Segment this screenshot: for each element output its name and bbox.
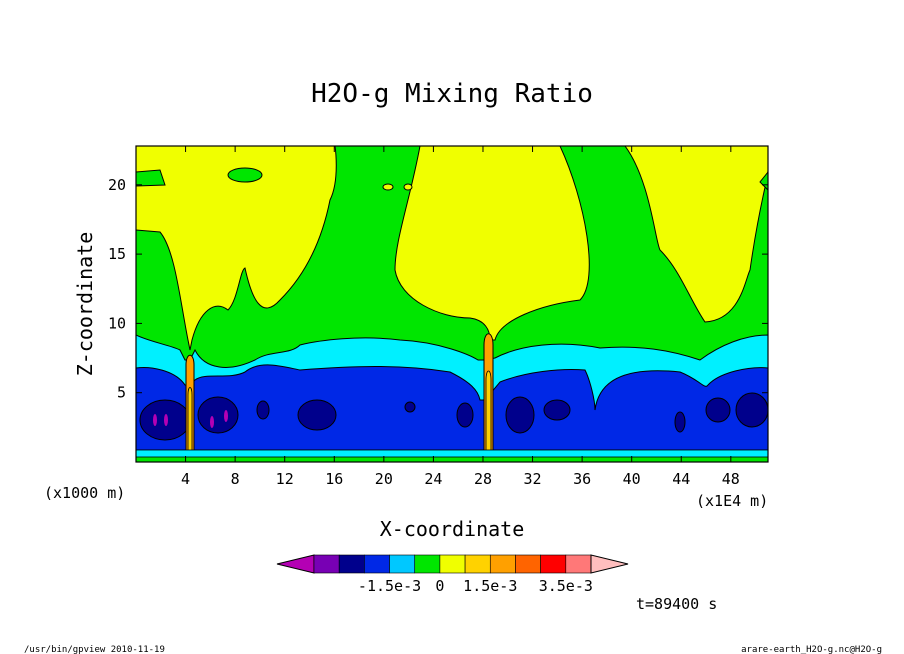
x-tick-label: 44 [672, 470, 690, 488]
colorbar-swatch [540, 554, 567, 574]
field-navy-blob-2 [197, 396, 239, 434]
colorbar-swatch [338, 554, 365, 574]
colorbar-swatch [389, 554, 416, 574]
y-axis-label: Z-coordinate [73, 232, 97, 377]
y-tick-label: 20 [108, 176, 126, 194]
field-green-patch-left [136, 169, 166, 187]
field-magenta-spot-4 [224, 410, 228, 422]
colorbar-swatch [565, 554, 592, 574]
field-navy-blob-6 [456, 402, 474, 428]
colorbar-swatch [515, 554, 541, 574]
field-magenta-spot-2 [164, 414, 168, 426]
field-navy-blob-3 [256, 400, 270, 420]
y-unit-label: (x1000 m) [44, 484, 125, 502]
colorbar-swatch [414, 554, 441, 574]
y-tick-label: 15 [108, 245, 126, 263]
colorbar-swatch [489, 554, 516, 574]
colorbar-tick-label: 3.5e-3 [539, 577, 593, 595]
x-tick-label: 24 [424, 470, 442, 488]
field-magenta-spot-1 [153, 414, 157, 426]
field-navy-blob-5 [404, 401, 416, 413]
field-plume-right-core [485, 370, 492, 462]
colorbar-swatch [439, 554, 466, 574]
x-unit-label: (x1E4 m) [696, 492, 768, 510]
x-axis: 4 8 12 16 20 24 28 32 36 40 44 48 [181, 146, 740, 488]
colorbar-tick-label: 0 [435, 577, 444, 595]
x-tick-label: 36 [573, 470, 591, 488]
field-navy-blob-4 [297, 399, 337, 431]
colorbar-swatch [313, 554, 340, 574]
field-blue-region [136, 364, 768, 451]
field-yellow-spot-2 [403, 183, 413, 191]
x-tick-label: 28 [474, 470, 492, 488]
field-green-band [136, 456, 768, 462]
footer-right: arare-earth_H2O-g.nc@H2O-g [741, 645, 882, 654]
colorbar: -1.5e-3 0 1.5e-3 3.5e-3 [276, 554, 629, 595]
plot-frame [135, 145, 769, 463]
field-magenta-spot-3 [210, 416, 214, 428]
time-label: t=89400 s [636, 595, 717, 613]
y-tick-label: 5 [117, 384, 126, 402]
y-axis: 5 10 15 20 [108, 176, 768, 402]
field-navy-blob-9 [674, 411, 686, 433]
x-tick-label: 32 [524, 470, 542, 488]
field-yellow-spot-1 [382, 183, 394, 191]
colorbar-swatch [364, 554, 390, 574]
colorbar-min-triangle [276, 554, 315, 574]
field-navy-blob-10 [705, 397, 731, 423]
field-navy-blob-8 [543, 399, 571, 421]
x-tick-label: 20 [375, 470, 393, 488]
colorbar-max-triangle [590, 554, 629, 574]
x-tick-label: 48 [722, 470, 740, 488]
field-green-patch-top [227, 167, 263, 183]
x-axis-label: X-coordinate [380, 517, 525, 541]
x-tick-label: 16 [325, 470, 343, 488]
x-tick-label: 12 [276, 470, 294, 488]
field-navy-blob-11 [735, 392, 768, 428]
x-tick-label: 40 [623, 470, 641, 488]
x-tick-label: 4 [181, 470, 190, 488]
chart-title: H2O-g Mixing Ratio [311, 79, 593, 109]
x-tick-label: 8 [231, 470, 240, 488]
plot-field [136, 146, 768, 462]
footer-left: /usr/bin/gpview 2010-11-19 [24, 645, 165, 654]
y-tick-label: 10 [108, 314, 126, 332]
colorbar-swatch [464, 554, 491, 574]
field-green-patch-right [759, 171, 768, 191]
colorbar-tick-label: -1.5e-3 [358, 577, 421, 595]
field-navy-blob-7 [505, 396, 535, 434]
colorbar-tick-label: 1.5e-3 [463, 577, 517, 595]
